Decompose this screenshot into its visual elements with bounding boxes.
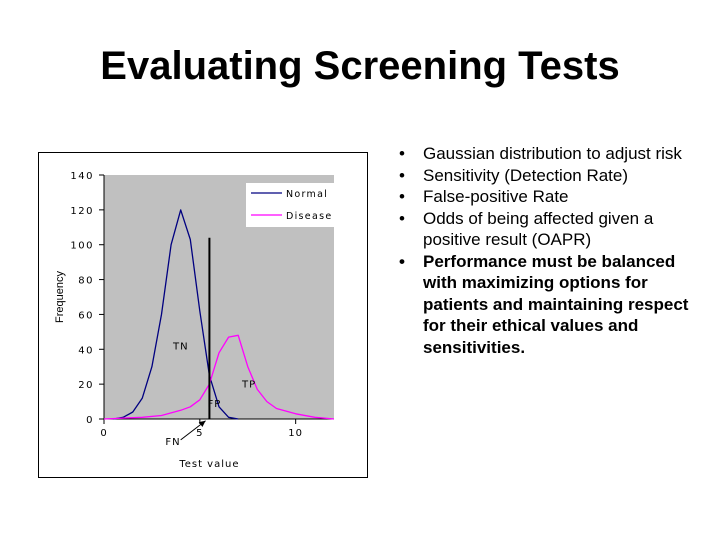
chart: 0 20 40 60 80 100 120 140 0 5 10 TN TP FP FN Normal Di… <box>38 152 368 478</box>
y-tick-label: 60 <box>78 310 94 321</box>
chart-svg: 0 20 40 60 80 100 120 140 0 5 10 TN TP FP FN Normal Di… <box>38 152 368 478</box>
series-line-normal <box>113 209 239 420</box>
annotation-tp: TP <box>241 380 256 391</box>
fn-arrow-head <box>198 420 206 427</box>
y-tick-label: 40 <box>78 345 94 356</box>
annotation-fp: FP <box>208 399 222 410</box>
y-tick-label: 0 <box>86 415 94 426</box>
bullet-item: Gaussian distribution to adjust risk <box>395 143 705 165</box>
bullet-item: Performance must be balanced with maximi… <box>395 251 705 359</box>
y-tick-label: 120 <box>70 206 94 217</box>
annotation-tn: TN <box>172 341 189 352</box>
x-tick-label: 0 <box>100 428 107 439</box>
bullet-list: Gaussian distribution to adjust riskSens… <box>395 143 705 358</box>
bullet-item: Odds of being affected given a positive … <box>395 208 705 251</box>
bullet-item: False-positive Rate <box>395 186 705 208</box>
x-axis-label: Test value <box>178 459 239 470</box>
y-tick-label: 140 <box>70 171 94 182</box>
legend-label: Disease <box>286 211 332 222</box>
y-tick-label: 20 <box>78 380 94 391</box>
series-line-disease <box>103 334 335 420</box>
x-tick-label: 5 <box>196 428 203 439</box>
bullet-item: Sensitivity (Detection Rate) <box>395 165 705 187</box>
slide-title: Evaluating Screening Tests <box>100 44 620 88</box>
x-tick-label: 10 <box>288 428 303 439</box>
y-tick-label: 100 <box>70 241 94 252</box>
legend-box <box>246 183 334 227</box>
y-tick-label: 80 <box>78 276 94 287</box>
y-axis-label: Frequency <box>54 271 66 323</box>
legend-label: Normal <box>286 189 328 200</box>
annotation-fn: FN <box>165 437 180 448</box>
